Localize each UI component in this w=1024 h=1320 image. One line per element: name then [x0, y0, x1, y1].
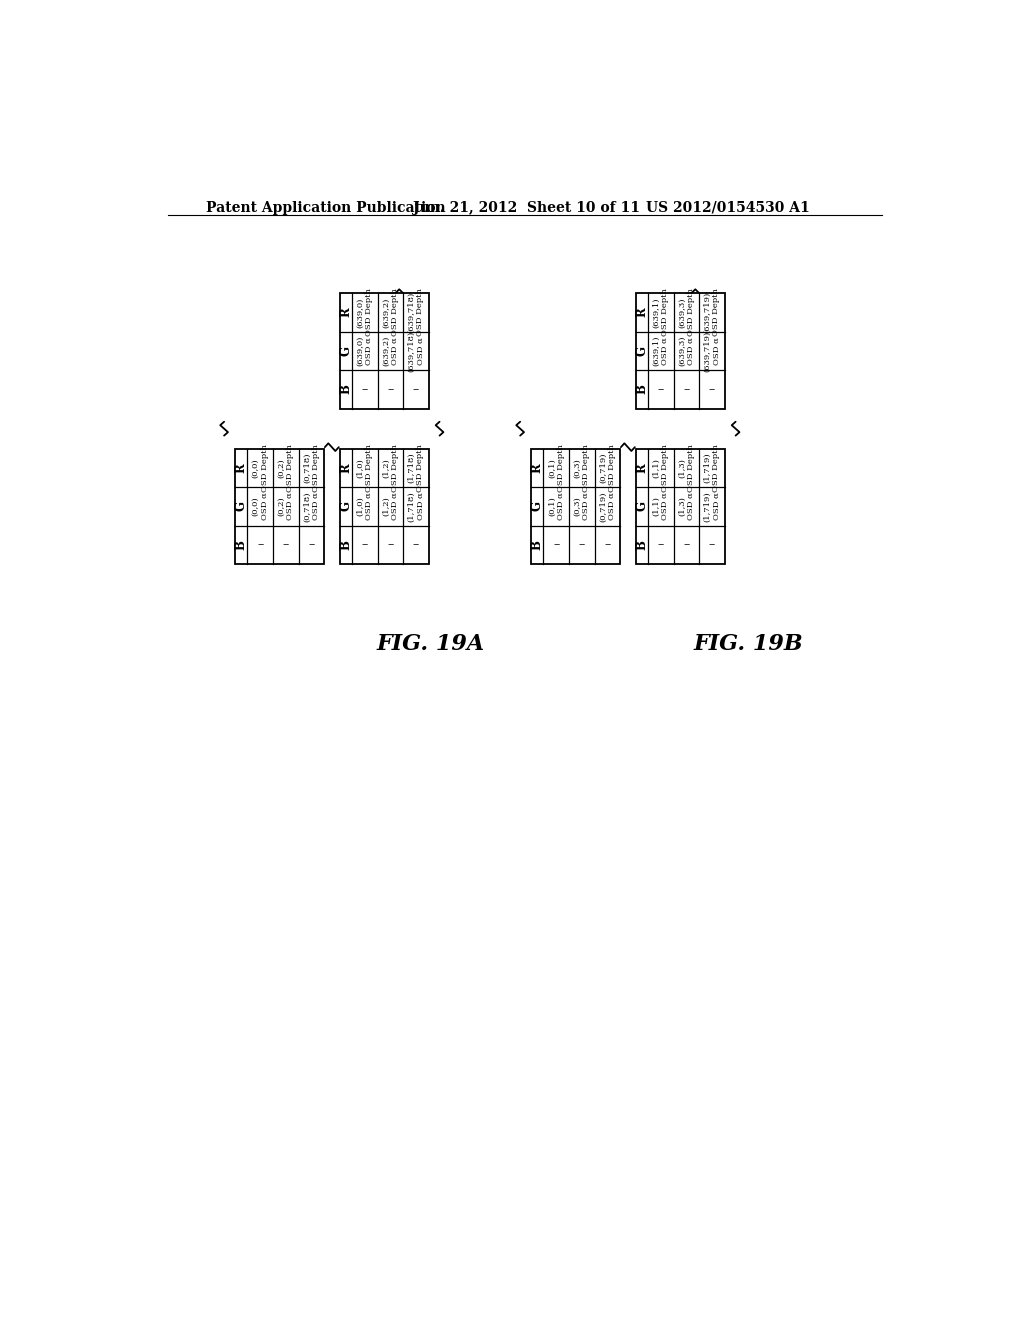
Text: (639,1)
OSD Depth: (639,1) OSD Depth [652, 289, 670, 337]
Text: Jun. 21, 2012  Sheet 10 of 11: Jun. 21, 2012 Sheet 10 of 11 [414, 201, 640, 215]
Text: R: R [339, 308, 352, 317]
Text: –: – [683, 539, 689, 552]
Text: (0,2)
OSD Depth: (0,2) OSD Depth [278, 444, 294, 492]
Text: R: R [635, 463, 648, 473]
Text: (639,719)
OSD Depth: (639,719) OSD Depth [703, 289, 721, 337]
Text: B: B [339, 384, 352, 395]
Text: (639,1)
OSD α: (639,1) OSD α [652, 335, 670, 366]
Text: (0,1)
OSD Depth: (0,1) OSD Depth [548, 444, 564, 492]
Text: (639,719)
OSD α: (639,719) OSD α [703, 330, 721, 371]
Text: (1,0)
OSD Depth: (1,0) OSD Depth [356, 444, 373, 492]
Text: (1,3)
OSD Depth: (1,3) OSD Depth [678, 444, 695, 492]
Bar [340, 293, 429, 409]
Text: –: – [413, 539, 419, 552]
Text: –: – [683, 383, 689, 396]
Text: –: – [413, 383, 419, 396]
Text: –: – [709, 383, 715, 396]
Text: (0,719)
OSD Depth: (0,719) OSD Depth [599, 444, 615, 492]
Text: (639,3)
OSD α: (639,3) OSD α [678, 335, 695, 366]
Text: (1,719)
OSD α: (1,719) OSD α [703, 491, 721, 521]
Text: –: – [361, 539, 368, 552]
Text: FIG. 19B: FIG. 19B [693, 632, 803, 655]
Text: –: – [657, 539, 664, 552]
Text: –: – [257, 539, 263, 552]
Text: (639,718)
OSD Depth: (639,718) OSD Depth [408, 289, 424, 337]
Text: –: – [657, 383, 664, 396]
Text: (0,3)
OSD Depth: (0,3) OSD Depth [573, 444, 590, 492]
Text: (0,719)
OSD α: (0,719) OSD α [599, 491, 615, 521]
Text: (1,719)
OSD Depth: (1,719) OSD Depth [703, 444, 721, 492]
Bar [340, 449, 429, 564]
Text: B: B [234, 540, 248, 550]
Text: (1,1)
OSD Depth: (1,1) OSD Depth [652, 444, 670, 492]
Text: B: B [530, 540, 544, 550]
Text: Patent Application Publication: Patent Application Publication [206, 201, 445, 215]
Bar [636, 293, 725, 409]
Text: (639,2)
OSD α: (639,2) OSD α [382, 335, 398, 366]
Text: R: R [234, 463, 248, 473]
Text: (0,0)
OSD Depth: (0,0) OSD Depth [252, 444, 268, 492]
Text: G: G [234, 502, 248, 511]
Text: G: G [339, 346, 352, 356]
Text: (639,3)
OSD Depth: (639,3) OSD Depth [678, 289, 695, 337]
Bar [636, 449, 725, 564]
Text: (0,1)
OSD α: (0,1) OSD α [548, 492, 564, 520]
Bar [531, 449, 621, 564]
Text: FIG. 19A: FIG. 19A [376, 632, 484, 655]
Text: (1,3)
OSD α: (1,3) OSD α [678, 492, 695, 520]
Text: US 2012/0154530 A1: US 2012/0154530 A1 [646, 201, 809, 215]
Text: –: – [308, 539, 314, 552]
Text: (1,1)
OSD α: (1,1) OSD α [652, 492, 670, 520]
Bar [636, 449, 725, 564]
Bar [234, 449, 324, 564]
Text: –: – [361, 383, 368, 396]
Text: G: G [530, 502, 544, 511]
Text: B: B [635, 384, 648, 395]
Text: (0,0)
OSD α: (0,0) OSD α [252, 492, 268, 520]
Text: G: G [635, 346, 648, 356]
Text: R: R [530, 463, 544, 473]
Text: (639,718)
OSD α: (639,718) OSD α [408, 330, 424, 371]
Bar [636, 293, 725, 409]
Bar [340, 449, 429, 564]
Text: (1,2)
OSD Depth: (1,2) OSD Depth [382, 444, 398, 492]
Text: –: – [387, 383, 393, 396]
Text: –: – [709, 539, 715, 552]
Bar [531, 449, 621, 564]
Text: (0,718)
OSD Depth: (0,718) OSD Depth [303, 444, 319, 492]
Text: –: – [387, 539, 393, 552]
Text: (0,718)
OSD α: (0,718) OSD α [303, 491, 319, 521]
Bar [340, 293, 429, 409]
Text: –: – [604, 539, 610, 552]
Text: (0,2)
OSD α: (0,2) OSD α [278, 492, 294, 520]
Text: (639,0)
OSD α: (639,0) OSD α [356, 335, 373, 366]
Text: (639,0)
OSD Depth: (639,0) OSD Depth [356, 289, 373, 337]
Text: G: G [635, 502, 648, 511]
Text: (1,718)
OSD α: (1,718) OSD α [408, 491, 424, 521]
Text: (1,718)
OSD Depth: (1,718) OSD Depth [408, 444, 424, 492]
Text: –: – [553, 539, 559, 552]
Text: G: G [339, 502, 352, 511]
Text: R: R [635, 308, 648, 317]
Text: (639,2)
OSD Depth: (639,2) OSD Depth [382, 289, 398, 337]
Text: B: B [339, 540, 352, 550]
Text: (1,0)
OSD α: (1,0) OSD α [356, 492, 373, 520]
Text: –: – [579, 539, 585, 552]
Text: R: R [339, 463, 352, 473]
Text: (1,2)
OSD α: (1,2) OSD α [382, 492, 398, 520]
Bar [234, 449, 324, 564]
Text: (0,3)
OSD α: (0,3) OSD α [573, 492, 590, 520]
Text: B: B [635, 540, 648, 550]
Text: –: – [283, 539, 289, 552]
